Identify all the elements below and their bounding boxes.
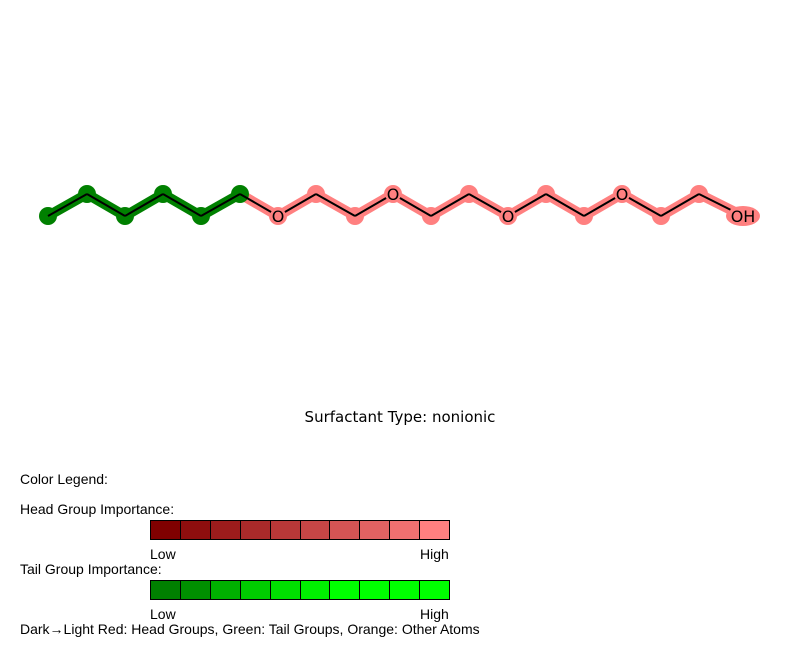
bond-line — [200, 193, 241, 217]
bond-line — [162, 193, 202, 217]
scale-swatch — [420, 521, 450, 539]
scale-swatch — [180, 581, 211, 599]
scale-swatch — [180, 521, 211, 539]
bond-line — [284, 193, 317, 213]
bond-line — [545, 193, 585, 217]
bond-line — [514, 193, 547, 213]
scale-swatch — [270, 581, 301, 599]
bond-layer — [47, 193, 731, 217]
scale-swatch — [360, 581, 391, 599]
head-importance-scale — [150, 520, 450, 540]
atom-highlight — [384, 185, 402, 203]
scale-swatch — [240, 581, 271, 599]
oxygen-label: O — [502, 207, 515, 226]
tail-high-label: High — [420, 606, 449, 622]
surfactant-type-caption: Surfactant Type: nonionic — [304, 408, 496, 426]
tail-legend-label: Tail Group Importance: — [20, 561, 162, 577]
scale-swatch — [151, 521, 181, 539]
head-high-label: High — [420, 546, 449, 562]
atom-highlight — [269, 207, 287, 225]
scale-swatch — [390, 521, 421, 539]
bond-line — [430, 193, 470, 217]
oxygen-label: O — [616, 185, 629, 204]
bond-line — [399, 197, 432, 217]
tail-importance-scale — [150, 580, 450, 600]
bond-line — [628, 197, 662, 217]
scale-swatch — [300, 581, 331, 599]
atom-highlight — [499, 207, 517, 225]
scale-swatch — [420, 581, 450, 599]
scale-swatch — [330, 521, 361, 539]
atom-highlight — [726, 206, 760, 226]
legend-title: Color Legend: — [20, 471, 108, 487]
bond-line — [239, 193, 272, 213]
scale-swatch — [240, 521, 271, 539]
legend-footer: Dark→Light Red: Head Groups, Green: Tail… — [20, 621, 480, 637]
head-legend-label: Head Group Importance: — [20, 501, 175, 517]
scale-swatch — [360, 521, 391, 539]
oxygen-label: O — [272, 207, 285, 226]
hydroxyl-label: OH — [731, 207, 756, 226]
bond-line — [315, 193, 356, 217]
bond-line — [354, 197, 387, 217]
bond-line — [47, 193, 88, 217]
atom-highlight — [613, 185, 631, 203]
highlight-layer — [39, 185, 760, 226]
bond-line — [660, 193, 700, 217]
oxygen-label: O — [387, 185, 400, 204]
bond-line — [86, 193, 126, 217]
scale-swatch — [390, 581, 421, 599]
bond-line — [698, 193, 731, 211]
scale-swatch — [210, 521, 241, 539]
scale-swatch — [270, 521, 301, 539]
tail-low-label: Low — [150, 606, 176, 622]
bond-line — [468, 193, 502, 213]
head-low-label: Low — [150, 546, 176, 562]
scale-swatch — [300, 521, 331, 539]
bond-line — [124, 193, 164, 217]
atom-label-layer: O O O O OH — [272, 185, 756, 226]
scale-swatch — [330, 581, 361, 599]
scale-swatch — [210, 581, 241, 599]
scale-swatch — [151, 581, 181, 599]
bond-line — [583, 197, 616, 217]
